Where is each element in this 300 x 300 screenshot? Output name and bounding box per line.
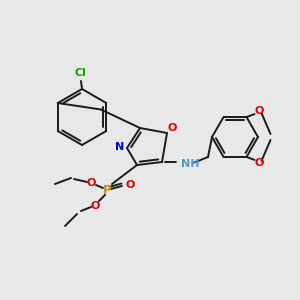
Text: N: N <box>116 142 124 152</box>
Text: P: P <box>103 184 111 196</box>
Text: O: O <box>167 123 177 133</box>
Text: O: O <box>86 178 96 188</box>
Text: O: O <box>90 201 100 211</box>
Text: O: O <box>255 106 264 116</box>
Text: NH: NH <box>181 159 200 169</box>
Text: O: O <box>125 180 135 190</box>
Text: O: O <box>255 158 264 168</box>
Text: Cl: Cl <box>74 68 86 78</box>
